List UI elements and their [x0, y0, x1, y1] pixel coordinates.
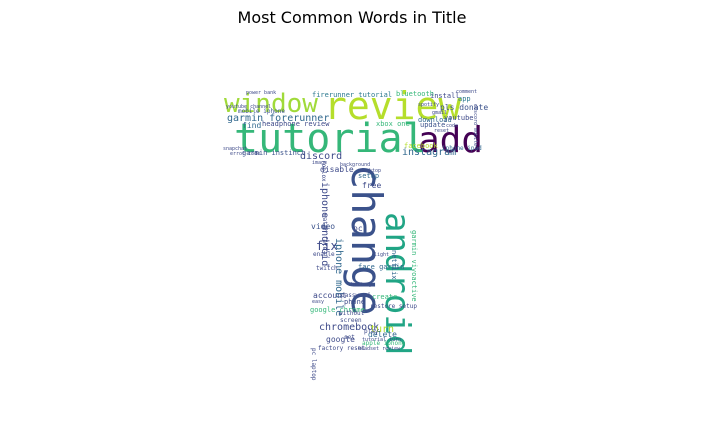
word-without: without — [339, 310, 365, 317]
word-iphone-android: iphone android — [319, 182, 330, 266]
word-change: change — [342, 164, 391, 316]
word-app: app — [458, 95, 471, 103]
word-screen: screen — [340, 317, 362, 324]
word-roblox: roblox — [320, 160, 327, 182]
word-garmin-instinct: garmin instinct — [242, 149, 305, 157]
word-snapchat: snapchat — [223, 146, 247, 152]
word-discord: discord — [300, 151, 342, 162]
word-download: download — [418, 116, 452, 124]
word-apple-iphone: apple iphone — [362, 340, 406, 347]
word-watch-face: watch face — [321, 214, 328, 251]
word-review: review — [324, 84, 461, 128]
word-factory-reset: factory reset — [318, 345, 365, 352]
word-google: google — [326, 335, 355, 344]
word-find: find — [242, 121, 261, 130]
word-desktop: desktop — [360, 168, 381, 174]
word-delete: delete — [368, 330, 397, 339]
word-facebook: facebook — [404, 142, 439, 150]
word-create: create — [372, 293, 397, 301]
word-password: password — [341, 292, 370, 299]
word-set: set — [344, 334, 355, 341]
word-android: android — [377, 212, 417, 355]
word-tutorial: tutorial — [234, 116, 427, 162]
word-pc: pc — [353, 224, 363, 233]
word-netflix: netflix — [390, 250, 398, 280]
word-restore-setup: restore setup — [370, 303, 417, 310]
chart-title: Most Common Words in Title — [237, 8, 467, 27]
word-youtube: youtube — [444, 114, 474, 122]
word-instagram: instagram — [402, 147, 456, 158]
word-bluetooth: bluetooth — [396, 90, 434, 98]
word-twitch: twitch — [316, 265, 338, 272]
word-play: play — [364, 328, 379, 335]
word-setup: setup — [358, 172, 379, 180]
word-history: history — [351, 282, 372, 288]
word-youtube-channel: youtube channel — [226, 104, 271, 110]
word-face-garmin: face garmin — [358, 263, 404, 271]
word-pls-donate: pls donate — [440, 103, 488, 112]
word-headphone-review: headphone review — [262, 120, 330, 128]
word-account: account — [313, 291, 347, 300]
word-easy: easy — [312, 299, 324, 305]
word-add: add — [418, 120, 483, 161]
word-chromebook: chromebook — [319, 322, 379, 333]
word-mobile-iphone: mobile iphone — [238, 108, 285, 115]
word-headset-review: headset review — [358, 346, 401, 352]
word-power-bank: power bank — [246, 90, 276, 96]
word-discord-mobile: discord mobile — [472, 104, 478, 146]
word-fix: fix — [316, 239, 338, 253]
word-video: video — [311, 222, 335, 231]
word-update: update — [420, 121, 445, 129]
word-iphone-ipad: iphone ipad — [442, 145, 482, 152]
word-gmail: gmail — [432, 110, 447, 116]
word-pc-laptop: pc laptop — [310, 348, 317, 381]
word-background: background — [340, 162, 370, 168]
word-iphone-mobile: iphone mobile — [333, 238, 344, 316]
word-disable: disable — [320, 165, 354, 174]
word-firerunner-tutorial: firerunner tutorial — [312, 91, 392, 99]
word-free: free — [362, 181, 381, 190]
word-enable: enable — [313, 251, 335, 258]
word-install: install — [430, 92, 460, 100]
word-error-code: error code — [230, 151, 260, 157]
word-reset: reset — [434, 128, 449, 134]
word-xbox-one: xbox one — [376, 120, 410, 128]
word-phone: phone — [344, 298, 365, 306]
word-garmin-vivoactive: garmin vivoactive — [410, 230, 418, 302]
word-google-chrome: google chrome — [310, 306, 365, 314]
word-garmin-forerunner: garmin forerunner — [227, 113, 329, 124]
word-spotify: spotify — [418, 102, 439, 108]
word-comment: comment — [456, 89, 477, 95]
word-light: light — [374, 252, 389, 258]
word-turn: turn — [370, 324, 394, 335]
word-image: image — [312, 160, 327, 166]
word-window: window — [224, 89, 318, 119]
word-tutorial-turn: tutorial turn — [362, 337, 401, 343]
word-code: code — [446, 123, 458, 129]
